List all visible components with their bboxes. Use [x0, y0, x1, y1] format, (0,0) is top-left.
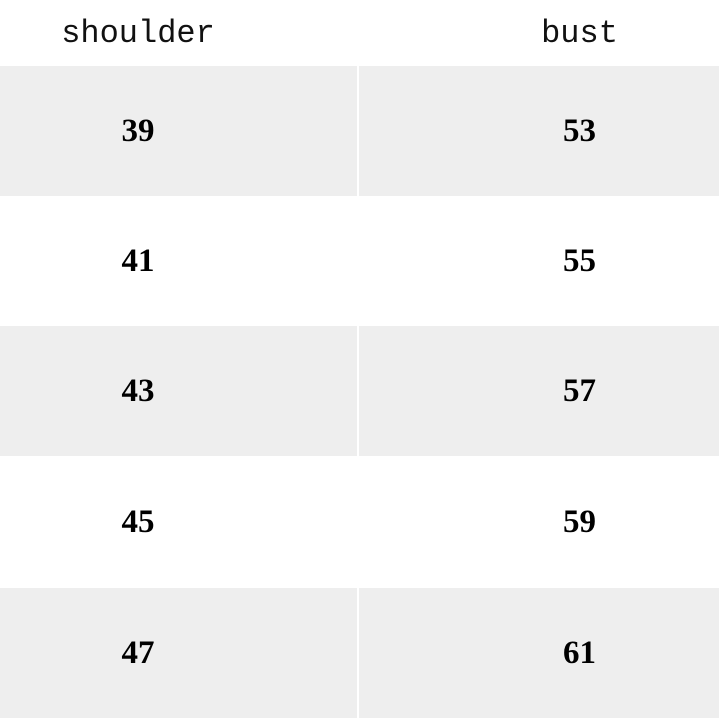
- cell-bg: [0, 588, 357, 718]
- table-header: shoulder bust: [0, 0, 719, 66]
- bust-value: 55: [563, 242, 596, 279]
- table-row: 41 55: [0, 196, 719, 326]
- shoulder-value: 43: [121, 372, 155, 409]
- cell-bg: [0, 66, 357, 196]
- cell-bg: [359, 66, 719, 196]
- shoulder-value: 39: [121, 112, 155, 149]
- table-row: 45 59: [0, 456, 719, 588]
- cell-bg: [359, 588, 719, 718]
- bust-value: 61: [563, 634, 596, 671]
- bust-value: 59: [563, 503, 596, 540]
- bust-value: 57: [563, 372, 596, 409]
- table-row: 39 53: [0, 66, 719, 196]
- header-shoulder: shoulder: [61, 14, 215, 52]
- shoulder-value: 47: [121, 634, 155, 671]
- cell-bg: [0, 326, 357, 456]
- shoulder-value: 41: [121, 242, 155, 279]
- table-row: 43 57: [0, 326, 719, 456]
- bust-value: 53: [563, 112, 596, 149]
- table-row: 47 61: [0, 588, 719, 718]
- header-bust: bust: [541, 14, 618, 52]
- cell-bg: [359, 326, 719, 456]
- shoulder-value: 45: [121, 503, 155, 540]
